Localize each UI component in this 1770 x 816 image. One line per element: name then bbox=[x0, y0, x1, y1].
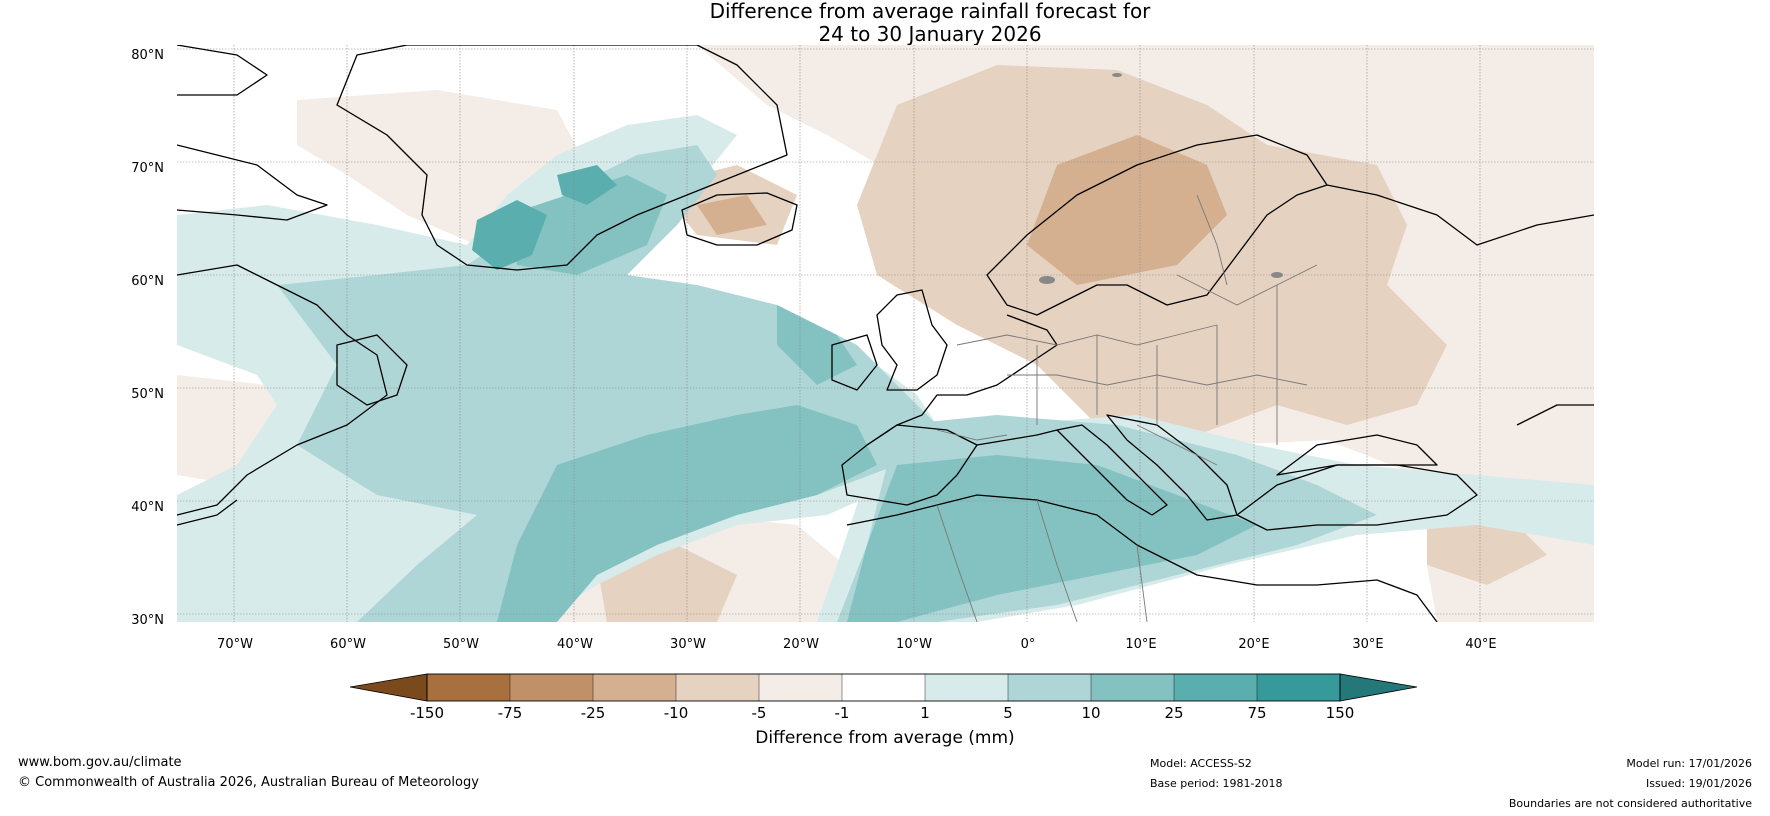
map-canvas bbox=[177, 45, 1594, 622]
lat-label-80n: 80°N bbox=[131, 48, 164, 63]
colorbar-segment bbox=[675, 673, 760, 702]
colorbar-extend-low bbox=[350, 674, 427, 701]
lon-label-20e: 20°E bbox=[1238, 637, 1270, 652]
colorbar-extend-high bbox=[1340, 674, 1417, 701]
issued-info: Issued: 19/01/2026 bbox=[1645, 777, 1752, 790]
colorbar-segment bbox=[1256, 673, 1341, 702]
colorbar-label-minus-25: -25 bbox=[580, 704, 606, 722]
colorbar-label-minus-10: -10 bbox=[663, 704, 689, 722]
colorbar-label-75: 75 bbox=[1247, 704, 1267, 722]
colorbar-segment bbox=[924, 673, 1009, 702]
colorbar-label-1: 1 bbox=[920, 704, 930, 722]
model-run-info: Model run: 17/01/2026 bbox=[1626, 757, 1752, 770]
lon-label-10e: 10°E bbox=[1125, 637, 1157, 652]
lat-label-30n: 30°N bbox=[131, 613, 164, 628]
colorbar-title: Difference from average (mm) bbox=[755, 728, 1015, 748]
colorbar-label-minus-5: -5 bbox=[751, 704, 767, 722]
colorbar-label-minus-1: -1 bbox=[834, 704, 850, 722]
lon-label-70w: 70°W bbox=[217, 637, 253, 652]
colorbar-segment bbox=[1007, 673, 1092, 702]
copyright-text: © Commonwealth of Australia 2026, Austra… bbox=[18, 775, 479, 790]
website-link[interactable]: www.bom.gov.au/climate bbox=[18, 755, 182, 770]
lon-label-20w: 20°W bbox=[783, 637, 819, 652]
lon-label-0: 0° bbox=[1020, 637, 1036, 652]
base-period-info: Base period: 1981-2018 bbox=[1150, 777, 1283, 790]
colorbar-label-10: 10 bbox=[1081, 704, 1101, 722]
lat-label-70n: 70°N bbox=[131, 161, 164, 176]
colorbar-segment bbox=[841, 673, 926, 702]
rainfall-anomaly-map bbox=[177, 45, 1594, 622]
lon-label-60w: 60°W bbox=[330, 637, 366, 652]
colorbar bbox=[350, 673, 1418, 702]
colorbar-segment bbox=[592, 673, 677, 702]
lon-label-40e: 40°E bbox=[1465, 637, 1497, 652]
colorbar-segment bbox=[509, 673, 594, 702]
colorbar-label-150: 150 bbox=[1325, 704, 1355, 722]
lon-label-30e: 30°E bbox=[1352, 637, 1384, 652]
strong-dry-areas bbox=[697, 135, 1227, 285]
lat-label-50n: 50°N bbox=[131, 387, 164, 402]
lon-label-10w: 10°W bbox=[896, 637, 932, 652]
graticule bbox=[177, 45, 1594, 622]
country-borders bbox=[936, 194, 1318, 622]
lon-label-30w: 30°W bbox=[670, 637, 706, 652]
colorbar-label-25: 25 bbox=[1164, 704, 1184, 722]
colorbar-label-minus-150: -150 bbox=[409, 704, 445, 722]
model-info: Model: ACCESS-S2 bbox=[1150, 757, 1252, 770]
lon-label-50w: 50°W bbox=[443, 637, 479, 652]
very-wet-areas bbox=[472, 165, 617, 270]
colorbar-segment bbox=[426, 673, 511, 702]
title-line-2: 24 to 30 January 2026 bbox=[818, 22, 1042, 46]
title-line-1: Difference from average rainfall forecas… bbox=[709, 0, 1151, 23]
colorbar-segment bbox=[1173, 673, 1258, 702]
lat-label-40n: 40°N bbox=[131, 500, 164, 515]
colorbar-label-5: 5 bbox=[1003, 704, 1013, 722]
lon-label-40w: 40°W bbox=[557, 637, 593, 652]
colorbar-label-minus-75: -75 bbox=[497, 704, 523, 722]
colorbar-segment bbox=[758, 673, 843, 702]
boundaries-disclaimer: Boundaries are not considered authoritat… bbox=[1508, 797, 1752, 810]
lakes bbox=[1039, 73, 1283, 284]
map-title: Difference from average rainfall forecas… bbox=[640, 0, 1220, 46]
colorbar-segment bbox=[1090, 673, 1175, 702]
lat-label-60n: 60°N bbox=[131, 274, 164, 289]
